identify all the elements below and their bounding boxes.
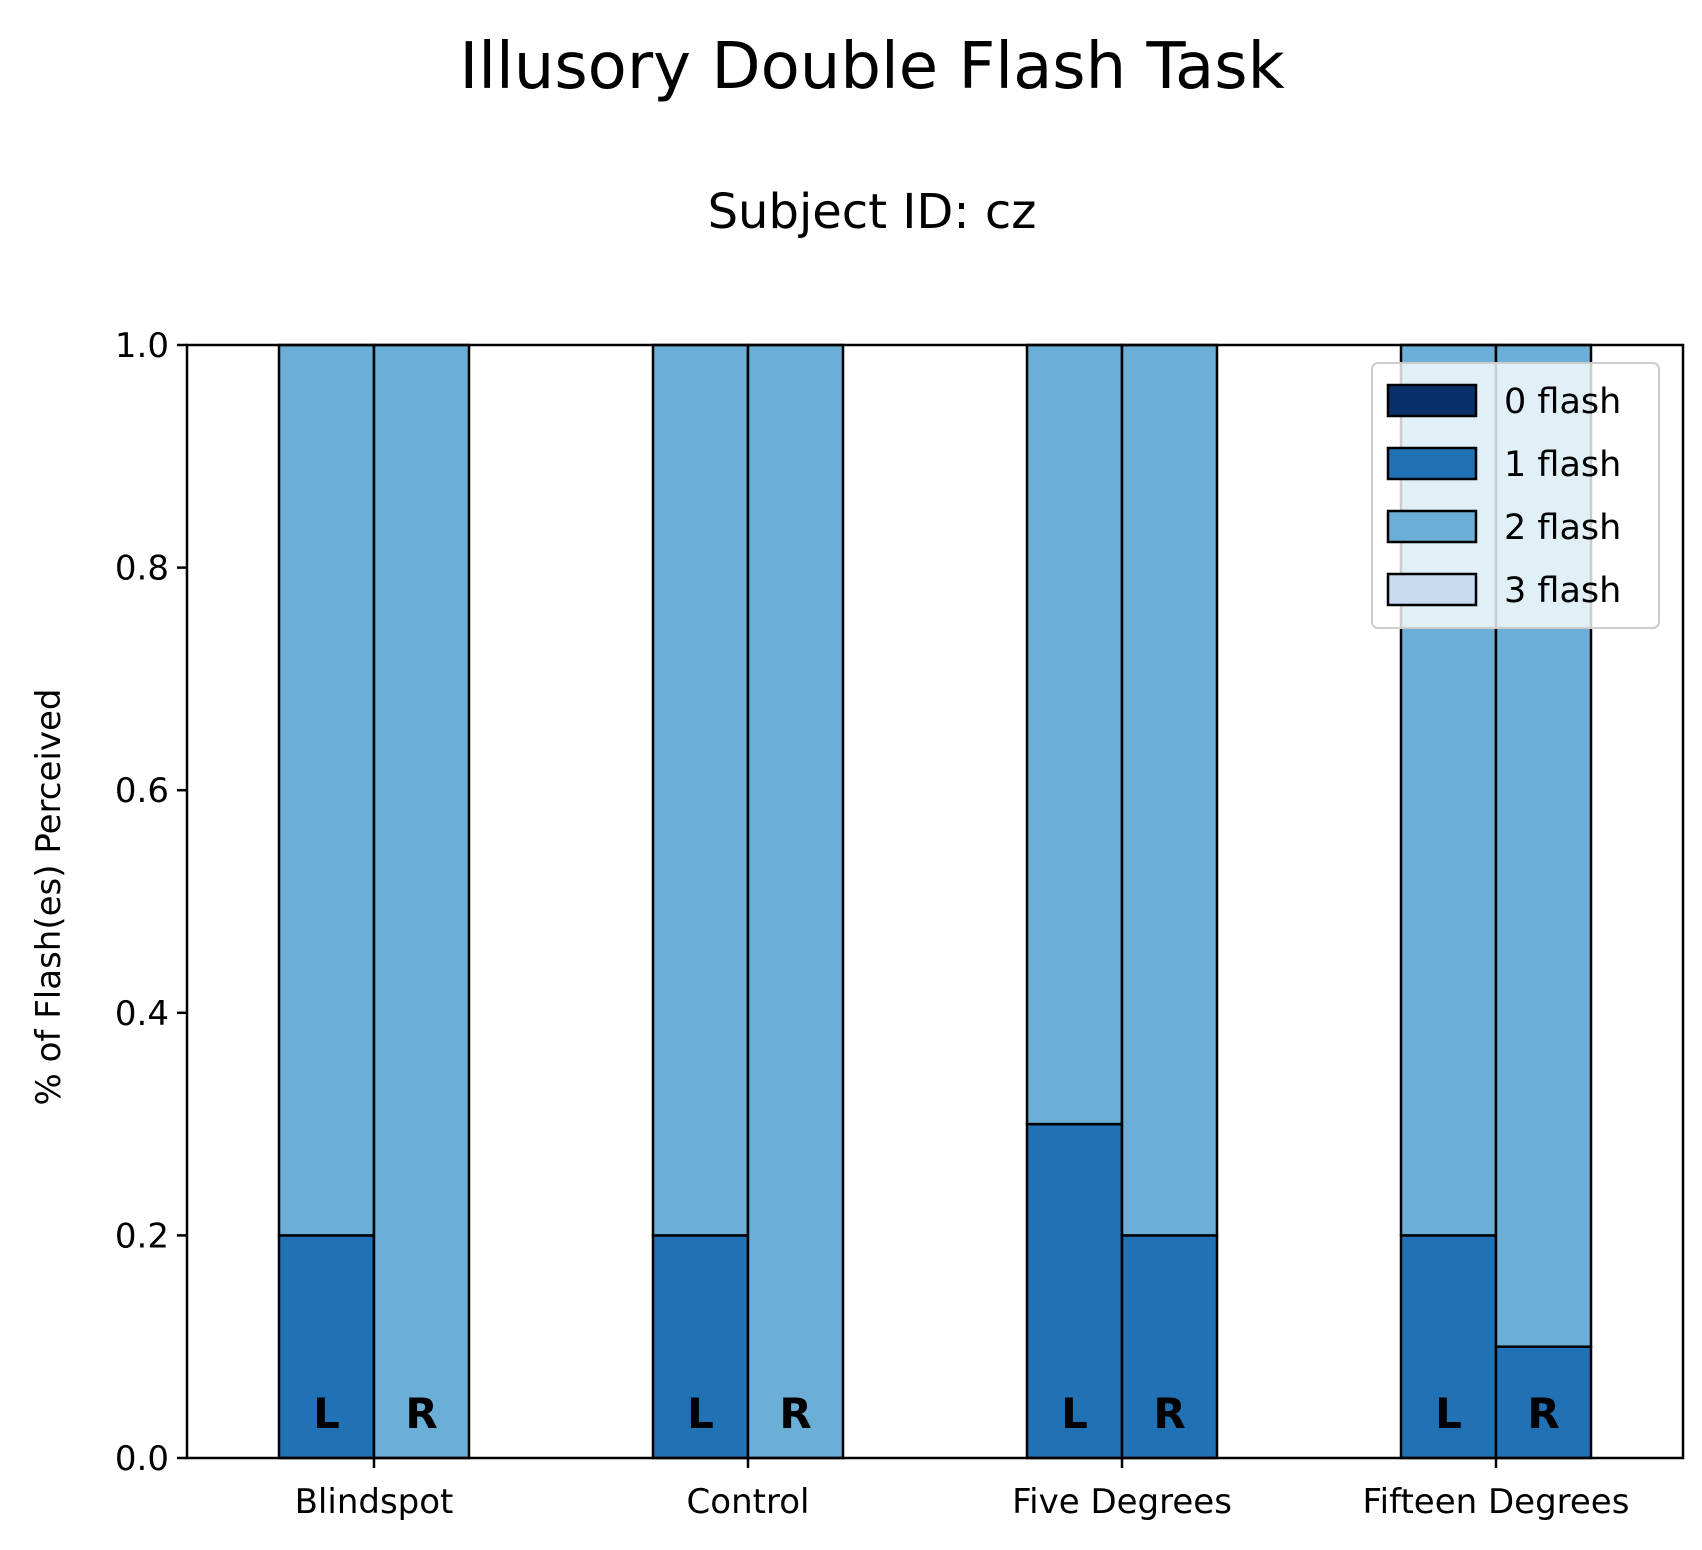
legend-entry: 1 flash [1504, 445, 1621, 485]
y-tick-label: 1.0 [115, 326, 169, 366]
bar-blindspot-r-series-2 [372, 343, 471, 1460]
bar-five-degrees-l-series-1 [1025, 1122, 1124, 1460]
bar-control-r-series-2 [746, 343, 845, 1460]
bar-control-l-series-2 [651, 343, 750, 1237]
legend-swatch [1386, 383, 1478, 418]
bar-label-l: L [313, 1389, 340, 1438]
x-tick-label: Fifteen Degrees [1363, 1482, 1630, 1522]
bar-label-l: L [1435, 1389, 1462, 1438]
legend-entry: 0 flash [1504, 382, 1621, 422]
legend: 0 flash 1 flash 2 flash 3 flash [1371, 362, 1660, 629]
y-tick-label: 0.8 [115, 549, 169, 589]
legend-entry: 3 flash [1504, 571, 1621, 611]
legend-swatch [1386, 446, 1478, 481]
bar-label-r: R [1527, 1389, 1559, 1438]
plot-frame [185, 343, 1685, 1460]
legend-swatch [1386, 509, 1478, 544]
bar-label-r: R [779, 1389, 811, 1438]
y-tick-label: 0.6 [115, 771, 169, 811]
chart-subtitle: Subject ID: cz [708, 184, 1037, 240]
x-tick-label: Control [687, 1482, 810, 1522]
y-axis-label: % of Flash(es) Perceived [29, 689, 69, 1106]
y-tick-label: 0.4 [115, 994, 169, 1034]
y-tick-label: 0.2 [115, 1216, 169, 1256]
legend-entry: 2 flash [1504, 508, 1621, 548]
bar-blindspot-l-series-1 [277, 1234, 376, 1460]
ticks: Blindspot Control Five Degrees Fifteen Degr… [115, 326, 1630, 1522]
x-tick-label: Blindspot [295, 1482, 454, 1522]
x-tick-label: Five Degrees [1012, 1482, 1232, 1522]
bar-five-degrees-r-series-1 [1120, 1234, 1219, 1460]
y-tick-label: 0.0 [115, 1439, 169, 1479]
bar-five-degrees-l-series-2 [1025, 343, 1124, 1126]
bar-label-r: R [405, 1389, 437, 1438]
bar-label-l: L [687, 1389, 714, 1438]
bar-five-degrees-r-series-2 [1120, 343, 1219, 1237]
legend-swatch [1386, 572, 1478, 607]
chart-title: Illusory Double Flash Task [459, 30, 1284, 104]
bar-blindspot-l-series-2 [277, 343, 376, 1237]
legend-box [1371, 362, 1660, 629]
bar-label-r: R [1153, 1389, 1185, 1438]
bar-label-l: L [1061, 1389, 1088, 1438]
